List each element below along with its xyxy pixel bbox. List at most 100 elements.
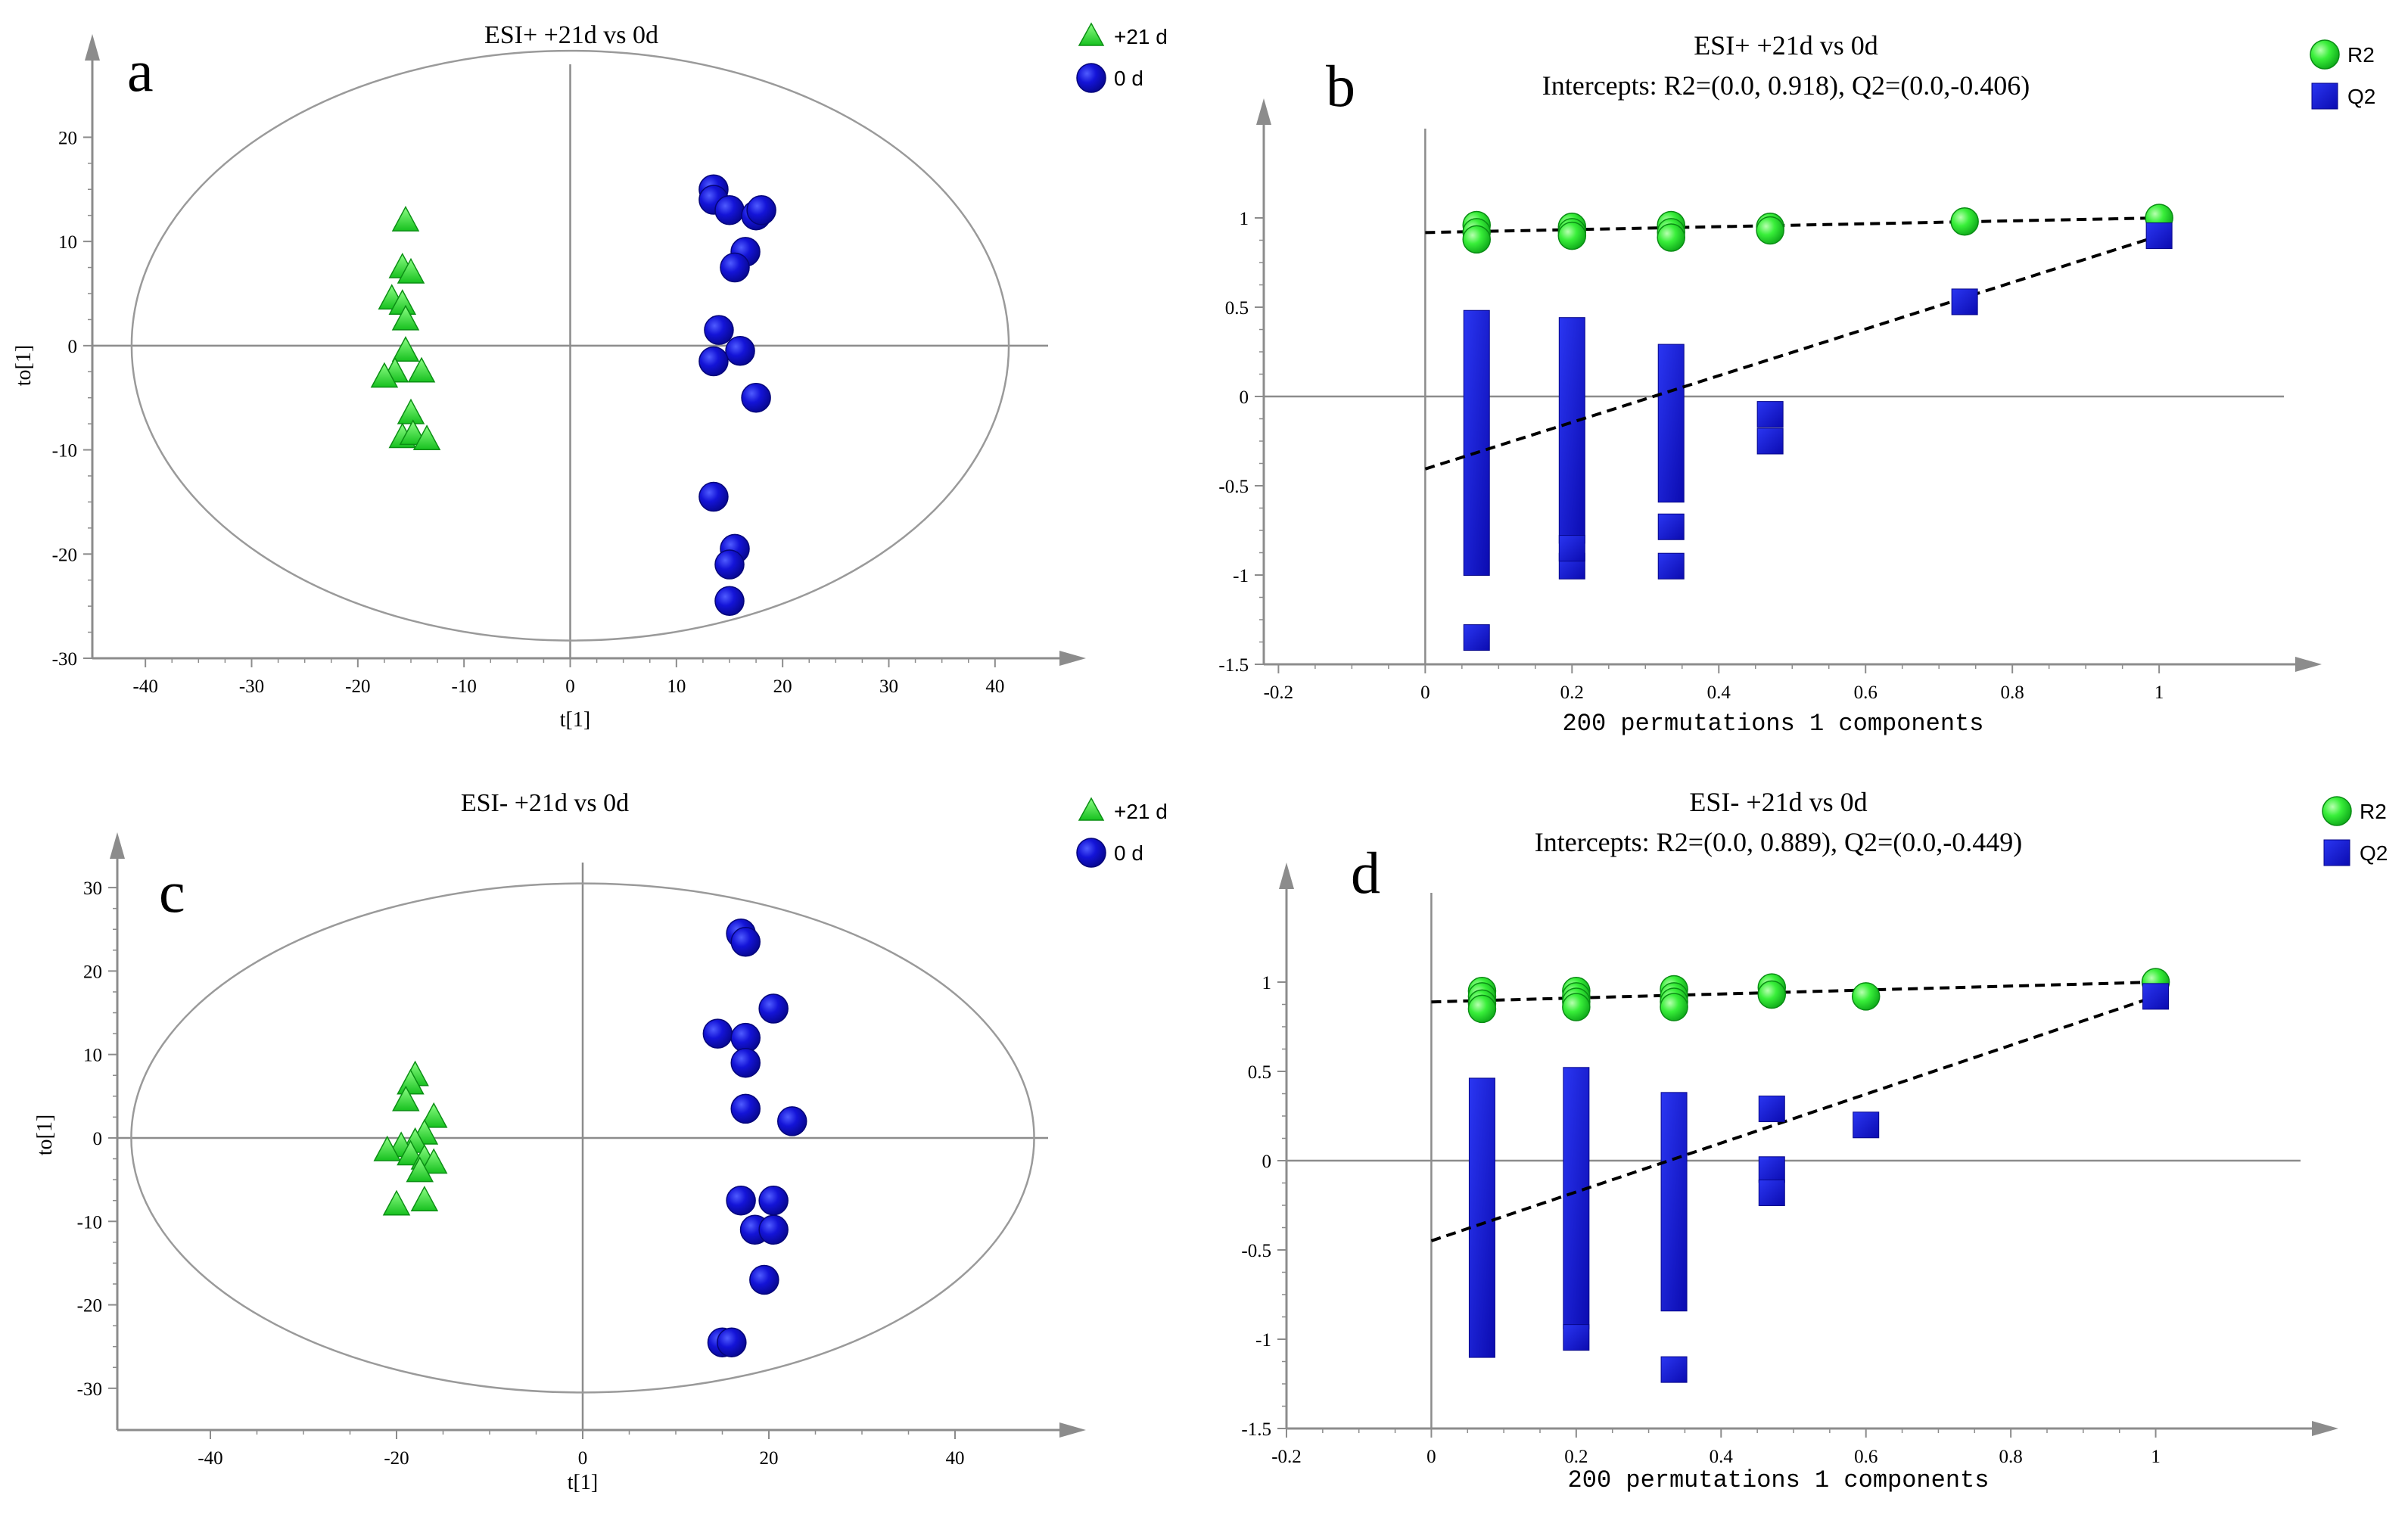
y-tick-label: -10 xyxy=(77,1212,102,1233)
data-point-r2 xyxy=(1462,225,1491,254)
x-tick-label: 0 xyxy=(1420,682,1430,703)
legend-marker-circle xyxy=(1076,838,1106,868)
x-tick-label: 0 xyxy=(565,676,575,697)
x-tick-label: -0.2 xyxy=(1271,1447,1302,1467)
chart-title: ESI+ +21d vs 0d xyxy=(1694,30,1878,61)
x-axis-arrow xyxy=(2295,657,2322,672)
data-point-21d xyxy=(391,205,420,232)
y-tick-label: -0.5 xyxy=(1241,1241,1271,1261)
q2-permutation-stack xyxy=(1468,1077,1495,1358)
data-point-21d xyxy=(406,1156,434,1183)
y-axis-arrow xyxy=(85,34,100,61)
panel-letter: a xyxy=(127,38,154,104)
legend-label: R2 xyxy=(2360,800,2387,823)
legend-marker-circle xyxy=(1076,63,1106,93)
data-point-0-d xyxy=(704,315,734,345)
y-tick-label: -30 xyxy=(52,649,77,670)
x-tick-label: -40 xyxy=(198,1448,222,1469)
data-point-0-d xyxy=(777,1106,807,1136)
y-tick-label: -1.5 xyxy=(1241,1419,1271,1440)
x-tick-label: 0 xyxy=(1426,1447,1436,1467)
regression-line-r2 xyxy=(1425,216,2160,235)
chart-title: ESI+ +21d vs 0d xyxy=(484,21,658,49)
data-point-0-d xyxy=(720,252,750,283)
legend-label: R2 xyxy=(2347,43,2375,67)
x-tick-label: -20 xyxy=(384,1448,409,1469)
x-tick-label: 0.6 xyxy=(1854,1447,1878,1467)
q2-permutation-stack xyxy=(1660,1092,1688,1312)
data-point-q2 xyxy=(1657,552,1685,580)
data-point-21d xyxy=(419,1148,448,1174)
legend-marker-square xyxy=(2311,82,2338,110)
data-point-0-d xyxy=(714,549,745,580)
data-point-21d xyxy=(373,1135,401,1161)
legend-marker-triangle xyxy=(1078,797,1105,821)
y-tick-label: 0.5 xyxy=(1248,1062,1271,1083)
y-tick-label: 0 xyxy=(68,337,78,357)
data-point-r2 xyxy=(1557,221,1587,250)
chart-title: ESI- +21d vs 0d xyxy=(1689,787,1867,817)
legend-label: +21 d xyxy=(1114,25,1168,48)
data-point-21d xyxy=(392,1085,420,1111)
data-point-q2 xyxy=(2145,222,2173,250)
data-point-0-d xyxy=(698,481,729,512)
data-point-r2 xyxy=(1562,993,1591,1021)
y-axis-arrow xyxy=(1279,863,1294,889)
x-tick-label: -0.2 xyxy=(1264,682,1294,703)
x-tick-label: 20 xyxy=(760,1448,779,1469)
y-tick-label: 30 xyxy=(83,878,102,899)
x-tick-label: 40 xyxy=(946,1448,965,1469)
panel-letter: d xyxy=(1351,840,1380,906)
data-point-21d xyxy=(397,257,425,284)
chart-subtitle: Intercepts: R2=(0.0, 0.889), Q2=(0.0,-0.… xyxy=(1535,827,2022,857)
legend-label: +21 d xyxy=(1114,800,1168,823)
y-tick-label: 10 xyxy=(58,232,77,253)
data-point-0-d xyxy=(702,1018,733,1049)
x-tick-label: 1 xyxy=(2151,1447,2161,1467)
data-point-0-d xyxy=(746,195,776,225)
legend-label: Q2 xyxy=(2347,85,2375,108)
data-point-21d xyxy=(391,336,420,362)
data-point-0-d xyxy=(714,195,745,225)
x-tick-label: 0.4 xyxy=(1710,1447,1734,1467)
data-point-21d xyxy=(419,1102,448,1128)
y-axis-label: to[1] xyxy=(12,345,36,386)
chart-title: ESI- +21d vs 0d xyxy=(461,789,629,817)
x-axis-label: 200 permutations 1 components xyxy=(1568,1466,1990,1494)
data-point-q2 xyxy=(1558,535,1585,562)
data-point-21d xyxy=(397,398,425,424)
y-tick-label: -20 xyxy=(77,1296,102,1317)
y-tick-label: 20 xyxy=(58,128,77,148)
x-tick-label: 10 xyxy=(667,676,686,697)
panel-b: b ESI+ +21d vs 0d Intercepts: R2=(0.0, 0.9… xyxy=(1218,30,2375,738)
x-tick-label: -20 xyxy=(345,676,370,697)
data-point-0-d xyxy=(758,993,789,1024)
data-point-0-d xyxy=(725,335,755,366)
x-tick-label: 0.2 xyxy=(1564,1447,1588,1467)
y-tick-label: 20 xyxy=(83,962,102,982)
data-point-r2 xyxy=(1757,980,1787,1009)
y-tick-label: -1 xyxy=(1255,1330,1271,1351)
x-tick-label: 0.8 xyxy=(1999,1447,2023,1467)
x-tick-label: -40 xyxy=(133,676,158,697)
data-point-q2 xyxy=(1657,513,1685,540)
y-tick-label: 10 xyxy=(83,1046,102,1066)
y-axis-label: to[1] xyxy=(33,1115,57,1155)
y-tick-label: 0 xyxy=(93,1129,103,1149)
x-tick-label: -30 xyxy=(239,676,264,697)
y-tick-label: -0.5 xyxy=(1218,477,1249,497)
data-point-21d xyxy=(370,362,399,388)
data-point-r2 xyxy=(1467,994,1497,1024)
data-point-r2 xyxy=(1660,993,1688,1021)
x-tick-label: 30 xyxy=(879,676,898,697)
data-point-q2 xyxy=(1563,1324,1590,1351)
x-tick-label: 0.4 xyxy=(1707,682,1731,703)
legend-marker-circle xyxy=(2322,796,2352,826)
legend-marker-triangle xyxy=(1078,22,1105,46)
data-point-r2 xyxy=(1950,207,1979,236)
y-axis-arrow xyxy=(1256,98,1271,125)
data-point-0-d xyxy=(741,382,771,413)
x-tick-label: -10 xyxy=(452,676,477,697)
q2-permutation-stack xyxy=(1463,309,1490,576)
